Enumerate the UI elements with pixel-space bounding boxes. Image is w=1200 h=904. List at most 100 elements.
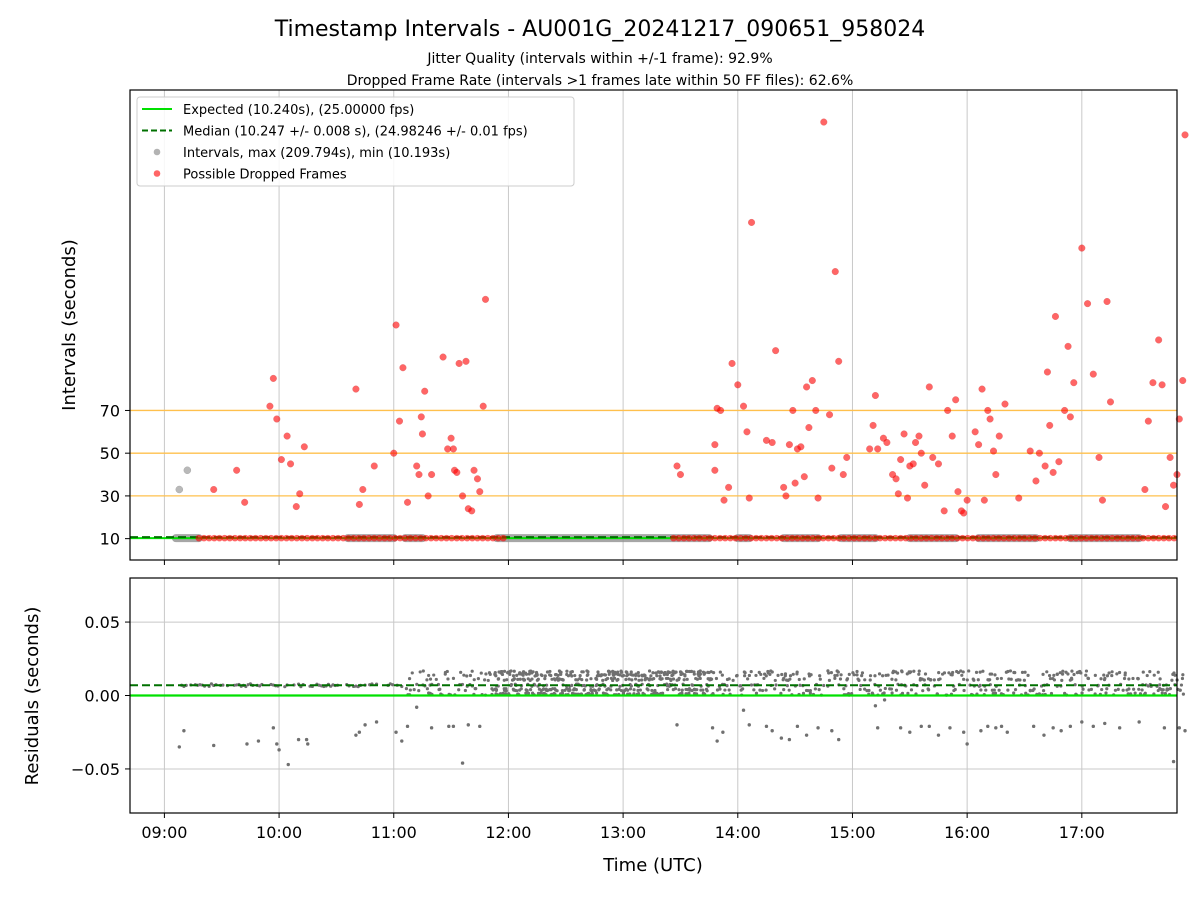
dropped-frame-baseline-point	[293, 534, 301, 542]
residual-point	[762, 676, 766, 681]
dropped-frame-baseline-point	[959, 534, 966, 542]
dropped-frame-baseline-point	[799, 534, 806, 542]
dropped-frame-point	[826, 411, 834, 419]
residual-point	[759, 672, 763, 677]
residual-outlier-point	[296, 737, 301, 742]
dropped-frame-baseline-point	[778, 534, 786, 542]
residual-point	[1122, 676, 1127, 681]
residual-point	[908, 671, 912, 675]
residual-point	[1047, 673, 1052, 678]
dropped-frame-baseline-point	[711, 534, 719, 542]
residual-point	[511, 674, 516, 678]
dropped-frame-point	[390, 449, 398, 457]
dropped-frame-baseline-point	[474, 534, 481, 542]
dropped-frame-baseline-point	[479, 534, 486, 542]
residual-point	[581, 670, 585, 674]
dropped-frame-baseline-point	[417, 534, 425, 542]
residual-point	[689, 669, 694, 673]
dropped-frame-baseline-point	[1021, 534, 1028, 542]
residual-point	[882, 691, 886, 695]
residual-point	[783, 672, 788, 676]
top-y-tick-label: 70	[100, 401, 120, 420]
dropped-frame-baseline-point	[737, 534, 744, 542]
residual-point	[692, 672, 696, 676]
residual-point	[951, 670, 955, 675]
dropped-frame-point	[740, 402, 748, 410]
residual-point	[993, 691, 998, 695]
dropped-frame-point	[1149, 379, 1157, 387]
dropped-frame-baseline-point	[742, 534, 750, 542]
residual-point	[407, 677, 412, 681]
residual-point	[474, 687, 478, 691]
dropped-frame-point	[814, 494, 822, 502]
residual-point	[900, 691, 905, 695]
residual-point	[1024, 691, 1028, 695]
residual-point	[965, 678, 969, 682]
residual-outlier-point	[787, 737, 792, 742]
residual-point	[594, 691, 599, 695]
dropped-frame-baseline-point	[1031, 534, 1039, 542]
dropped-frame-baseline-point	[1150, 534, 1157, 542]
dropped-frame-point	[296, 490, 304, 498]
dropped-frame-baseline-point	[391, 534, 399, 542]
residual-point	[921, 689, 925, 693]
residual-point	[508, 669, 512, 674]
dropped-frame-point	[1155, 336, 1163, 344]
residual-point	[516, 677, 520, 681]
residual-outlier-point	[962, 730, 966, 734]
residual-point	[947, 671, 951, 675]
x-tick-label: 13:00	[600, 823, 646, 842]
dropped-frame-point	[789, 406, 797, 414]
residual-point	[842, 687, 846, 691]
residual-point	[1058, 671, 1062, 675]
residual-point	[900, 670, 904, 674]
dropped-frame-point	[971, 428, 979, 436]
residual-point	[538, 691, 543, 695]
residual-point	[687, 687, 691, 691]
residual-point	[472, 678, 476, 682]
dropped-frame-baseline-point	[721, 534, 729, 542]
residual-outlier-point	[710, 726, 715, 730]
residual-point	[1008, 669, 1013, 673]
dropped-frame-point	[1144, 417, 1152, 425]
dropped-frame-point	[839, 471, 847, 479]
residual-point	[521, 673, 525, 677]
residual-point	[788, 677, 792, 681]
dropped-frame-baseline-point	[917, 534, 925, 542]
residual-point	[496, 677, 501, 681]
chart-subtitle-dropped: Dropped Frame Rate (intervals >1 frames …	[347, 73, 854, 89]
residual-point	[1173, 673, 1177, 677]
residual-point	[791, 672, 795, 676]
residual-point	[1055, 672, 1059, 676]
residual-point	[1104, 691, 1108, 695]
residual-point	[633, 677, 638, 681]
residual-outlier-point	[965, 742, 969, 746]
dropped-frame-point	[355, 500, 363, 508]
residual-point	[877, 672, 882, 676]
residual-point	[629, 670, 633, 674]
residual-point	[600, 673, 604, 677]
dropped-frame-point	[745, 494, 753, 502]
residual-point	[827, 678, 832, 682]
residual-point	[827, 671, 831, 675]
residual-point	[1031, 688, 1035, 693]
dropped-frame-baseline-point	[443, 534, 450, 542]
residual-point	[1158, 683, 1162, 687]
residual-point	[486, 678, 490, 683]
dropped-frame-point	[1106, 398, 1114, 406]
x-tick-label: 12:00	[485, 823, 531, 842]
dropped-frame-point	[455, 359, 463, 367]
residual-point	[646, 688, 650, 692]
residual-point	[614, 672, 618, 676]
residual-outlier-point	[764, 724, 769, 729]
residual-point	[1140, 688, 1144, 692]
residual-point	[1087, 688, 1091, 692]
dropped-frame-point	[673, 462, 681, 470]
dropped-frame-baseline-point	[1093, 534, 1101, 542]
dropped-frame-point	[831, 268, 839, 276]
residual-point	[747, 673, 751, 678]
residual-point	[462, 673, 466, 677]
residual-point	[917, 672, 921, 676]
dropped-frame-baseline-point	[1062, 534, 1070, 542]
residual-point	[1073, 683, 1077, 687]
